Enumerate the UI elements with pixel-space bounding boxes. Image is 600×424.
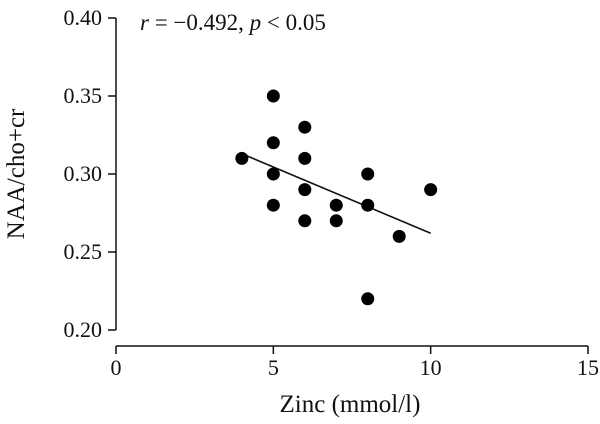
data-point [266,89,280,103]
data-point [424,183,438,197]
data-point [235,151,249,165]
data-point [266,167,280,181]
data-point [329,214,343,228]
data-point [392,229,406,243]
y-tick-label: 0.35 [64,83,103,108]
y-tick-label: 0.30 [64,161,103,186]
data-point [298,214,312,228]
correlation-annotation: r = −0.492, p < 0.05 [140,10,326,35]
x-tick-label: 5 [268,355,279,380]
y-axis-title: NAA/cho+cr [3,108,30,239]
data-point [329,198,343,212]
data-point [361,198,375,212]
y-tick-label: 0.20 [64,317,103,342]
data-point [298,120,312,134]
data-point [361,292,375,306]
r-value: = −0.492, [149,10,250,35]
y-tick-label: 0.40 [64,5,103,30]
data-point [361,167,375,181]
p-value: < 0.05 [261,10,326,35]
data-points [235,89,438,306]
x-axis-title: Zinc (mmol/l) [280,391,421,418]
plot-area: 0.40 0.35 0.30 0.25 0.20 0 5 10 15 [64,5,600,380]
x-tick-label: 15 [577,355,599,380]
x-tick-label: 0 [111,355,122,380]
regression-line [241,152,431,235]
data-point [298,183,312,197]
x-axis-ticks: 0 5 10 15 [111,346,599,380]
y-tick-label: 0.25 [64,239,103,264]
x-tick-label: 10 [420,355,442,380]
data-point [298,151,312,165]
r-symbol: r [140,10,150,35]
data-point [266,198,280,212]
data-point [266,136,280,150]
y-axis-ticks: 0.40 0.35 0.30 0.25 0.20 [64,5,116,342]
p-symbol: p [248,10,262,35]
